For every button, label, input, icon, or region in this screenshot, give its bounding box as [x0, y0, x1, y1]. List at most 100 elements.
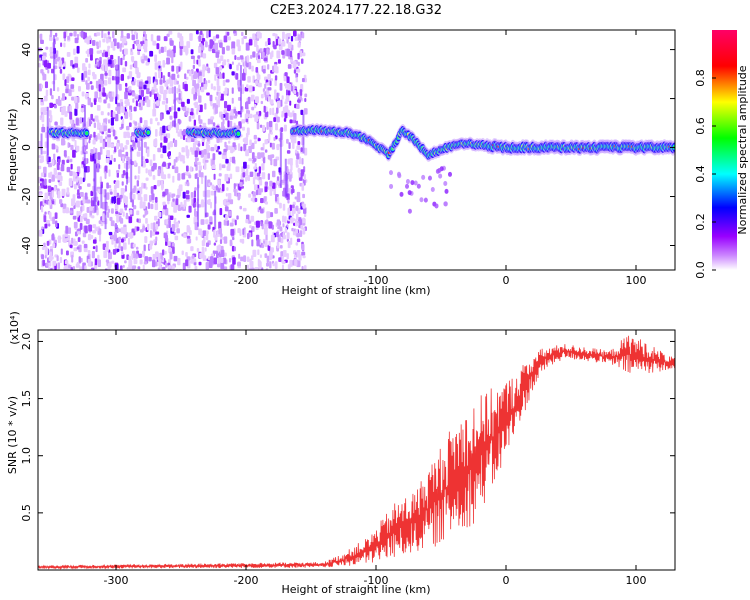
heatmap-streak: [104, 189, 107, 230]
heatmap-cell: [100, 73, 104, 81]
heatmap-cell: [76, 210, 79, 218]
heatmap-cell: [225, 79, 230, 83]
heatmap-cell: [207, 67, 211, 74]
heatmap-cell: [49, 46, 53, 53]
heatmap-cell: [249, 258, 252, 266]
heatmap-cell: [139, 117, 143, 124]
heatmap-cell: [137, 141, 141, 148]
heatmap-cell: [194, 150, 198, 158]
heatmap-cell: [230, 264, 235, 270]
heatmap-cell: [194, 208, 197, 216]
heatmap-cell: [218, 184, 221, 189]
heatmap-cell: [114, 113, 119, 122]
heatmap-cell: [270, 126, 273, 131]
heatmap-cell: [248, 39, 253, 46]
heatmap-cell: [123, 131, 127, 139]
heatmap-cell: [295, 159, 299, 166]
heatmap-cell: [287, 158, 290, 165]
heatmap-cell: [177, 118, 181, 125]
heatmap-cell: [194, 84, 199, 88]
heatmap-cell: [48, 267, 51, 270]
heatmap-cell: [272, 32, 276, 37]
heatmap-cell: [102, 87, 106, 94]
heatmap-cell: [119, 194, 123, 199]
heatmap-cell: [38, 229, 43, 237]
heatmap-cell: [273, 64, 277, 72]
heatmap-cell: [220, 55, 224, 62]
heatmap-cell: [150, 34, 154, 42]
heatmap-cell: [40, 39, 44, 45]
heatmap-streak: [130, 144, 133, 203]
heatmap-cell: [260, 188, 263, 193]
heatmap-cell: [104, 72, 108, 76]
heatmap-cell: [277, 197, 280, 205]
heatmap-cell: [151, 165, 155, 172]
heatmap-cell: [56, 87, 60, 92]
heatmap-cell: [118, 164, 121, 170]
heatmap-cell: [178, 191, 181, 195]
heatmap-cell: [40, 69, 44, 74]
heatmap-cell: [157, 147, 162, 153]
heatmap-cell: [155, 117, 158, 122]
heatmap-cell: [99, 125, 104, 132]
heatmap-cell: [232, 257, 236, 265]
heatmap-cell: [90, 267, 95, 270]
heatmap-cell: [67, 142, 70, 149]
heatmap-cell: [258, 179, 263, 186]
heatmap-cell: [124, 48, 128, 55]
heatmap-cell: [42, 259, 46, 266]
heatmap-cell: [133, 256, 136, 265]
heatmap-cell: [95, 41, 99, 47]
heatmap-cell: [49, 267, 54, 270]
heatmap-cell: [294, 258, 298, 267]
heatmap-cell: [300, 224, 304, 230]
heatmap-cell: [127, 232, 131, 238]
heatmap-cell: [226, 220, 230, 226]
heatmap-cell: [98, 234, 102, 242]
heatmap-cell: [47, 69, 50, 74]
heatmap-cell: [149, 244, 153, 250]
heatmap-cell: [132, 193, 136, 200]
top-ytick-label: 20: [20, 92, 33, 106]
heatmap-cell: [115, 211, 119, 215]
heatmap-cell: [99, 98, 102, 103]
heatmap-cell: [254, 39, 258, 48]
heatmap-cell: [88, 140, 91, 144]
heatmap-cell: [72, 64, 75, 68]
heatmap-cell: [90, 190, 94, 197]
heatmap-cell: [171, 86, 174, 94]
heatmap-cell: [184, 83, 188, 92]
heatmap-cell: [64, 265, 67, 270]
heatmap-cell: [48, 121, 51, 127]
heatmap-cell: [287, 33, 291, 37]
heatmap-cell: [245, 218, 249, 224]
heatmap-cell: [57, 235, 61, 244]
heatmap-cell: [143, 183, 146, 189]
heatmap-cell: [155, 223, 159, 230]
heatmap-cell: [292, 218, 296, 222]
heatmap-cell: [71, 237, 74, 244]
heatmap-cell: [132, 98, 135, 103]
heatmap-cell: [201, 141, 205, 147]
heatmap-cell: [158, 94, 162, 99]
heatmap-cell: [213, 242, 217, 246]
heatmap-cell: [274, 135, 278, 140]
heatmap-cell: [183, 233, 187, 238]
heatmap-cell: [143, 141, 147, 148]
heatmap-cell: [129, 209, 133, 215]
heatmap-cell: [227, 36, 231, 41]
heatmap-cell: [388, 170, 393, 176]
heatmap-cell: [271, 142, 275, 150]
heatmap-cell: [200, 150, 204, 158]
heatmap-cell: [192, 74, 196, 79]
heatmap-cell: [423, 197, 428, 203]
heatmap-cell: [158, 70, 161, 79]
heatmap-cell: [151, 259, 156, 268]
heatmap-cell: [290, 59, 294, 63]
heatmap-cell: [217, 145, 220, 150]
heatmap-cell: [51, 200, 55, 205]
heatmap-cell: [78, 185, 82, 190]
top-xtick-label: -300: [104, 274, 129, 287]
heatmap-cell: [143, 244, 146, 252]
heatmap-cell: [245, 84, 249, 89]
